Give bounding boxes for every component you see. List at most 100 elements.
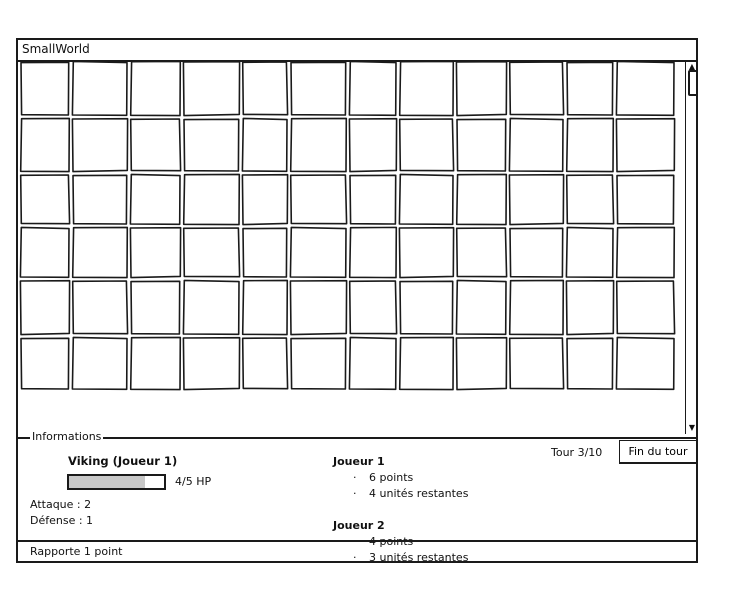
map-cell[interactable] [398,226,455,279]
player-2-name: Joueur 2 [333,519,385,532]
map-cell[interactable] [456,118,507,172]
map-cell[interactable] [566,337,614,390]
map-cell[interactable] [290,61,347,116]
map-cell[interactable] [455,279,507,336]
map-cell[interactable] [398,118,455,172]
hp-bar-fill [69,476,145,488]
map-cell[interactable] [508,117,564,173]
map-cell[interactable] [509,227,564,278]
map-cell[interactable] [182,336,241,391]
map-cell[interactable] [129,226,182,279]
map-cell[interactable] [348,226,398,279]
map-cell[interactable] [349,174,397,225]
map-cell[interactable] [182,173,241,226]
map-cell[interactable] [508,337,565,390]
map-cell[interactable] [71,117,129,173]
unit-title: Viking (Joueur 1) [68,454,178,468]
status-bar [18,540,696,561]
map-cell[interactable] [72,174,128,225]
map-cell[interactable] [19,117,71,173]
map-cell[interactable] [241,173,289,226]
map-cell[interactable] [290,337,347,390]
map-cell[interactable] [615,60,675,117]
game-map[interactable] [19,60,684,433]
map-cell[interactable] [289,117,348,173]
unit-defense: Défense : 1 [30,514,94,527]
map-cell[interactable] [615,336,675,391]
map-cell[interactable] [182,227,241,278]
map-cell[interactable] [615,117,676,173]
map-cell[interactable] [19,279,71,336]
map-cell[interactable] [19,226,70,279]
bullet-icon: · [353,551,357,564]
map-cell[interactable] [182,279,240,336]
map-cell[interactable] [130,280,181,335]
map-cell[interactable] [289,279,348,336]
scroll-thumb[interactable] [688,70,698,96]
map-cell[interactable] [565,226,614,279]
info-panel: Informations Viking (Joueur 1) 4/5 HP At… [18,430,698,564]
scroll-up-icon[interactable]: ▲ [688,62,696,71]
map-cell[interactable] [129,173,181,226]
player-1-units-text: 4 unités restantes [369,487,469,500]
map-cell[interactable] [241,279,289,336]
map-cell[interactable] [348,336,397,391]
map-cell[interactable] [455,60,508,117]
map-cell[interactable] [348,60,397,117]
player-1-points-text: 6 points [369,471,414,484]
map-cell[interactable] [241,117,288,173]
map-cell[interactable] [289,174,348,225]
map-cell[interactable] [455,336,508,391]
map-cell[interactable] [398,173,454,226]
hp-text: 4/5 HP [175,475,212,488]
end-turn-button[interactable]: Fin du tour [619,440,698,464]
map-scrollbar[interactable]: ▲ ▼ [685,61,698,434]
map-cell[interactable] [241,337,289,390]
map-cell[interactable] [615,280,676,335]
map-cell[interactable] [565,117,615,173]
map-cell[interactable] [566,61,614,116]
map-cell[interactable] [19,174,71,225]
map-cell[interactable] [183,118,240,172]
map-cell[interactable] [348,117,398,173]
map-cell[interactable] [289,226,347,279]
map-cell[interactable] [348,280,398,335]
map-cell[interactable] [616,174,675,225]
map-cell[interactable] [129,118,182,172]
map-grid[interactable] [19,60,684,433]
map-cell[interactable] [508,173,565,226]
info-legend: Informations [30,430,104,444]
map-cell[interactable] [71,280,129,335]
map-cell[interactable] [182,60,241,117]
turn-counter: Tour 3/10 [551,446,603,459]
map-cell[interactable] [455,173,508,226]
map-cell[interactable] [20,61,70,116]
map-cell[interactable] [241,61,289,116]
map-cell[interactable] [615,226,676,279]
unit-attack: Attaque : 2 [30,498,92,511]
unit-reward: Rapporte 1 point [30,545,123,558]
map-cell[interactable] [129,60,182,117]
map-cell[interactable] [20,337,70,390]
map-cell[interactable] [398,336,455,391]
map-cell[interactable] [129,336,182,391]
app-window: SmallWorld ▲ ▼ Informations Viking (Joue… [16,38,698,564]
player-1-points: · 6 points [353,471,413,484]
window-title: SmallWorld [18,40,696,62]
player-2-units-text: 3 unités restantes [369,551,469,564]
map-cell[interactable] [71,60,128,117]
map-cell[interactable] [565,174,615,225]
map-cell[interactable] [508,61,565,116]
map-cell[interactable] [398,60,455,117]
map-cell[interactable] [71,336,128,391]
map-cell[interactable] [399,280,454,335]
scroll-down-icon[interactable]: ▼ [688,423,696,432]
map-cell[interactable] [565,279,615,336]
map-cell[interactable] [508,279,565,336]
map-cell[interactable] [71,226,129,279]
map-cell[interactable] [242,227,288,278]
map-cell[interactable] [455,227,508,278]
player-1-units: · 4 unités restantes [353,487,468,500]
bullet-icon: · [353,471,357,484]
